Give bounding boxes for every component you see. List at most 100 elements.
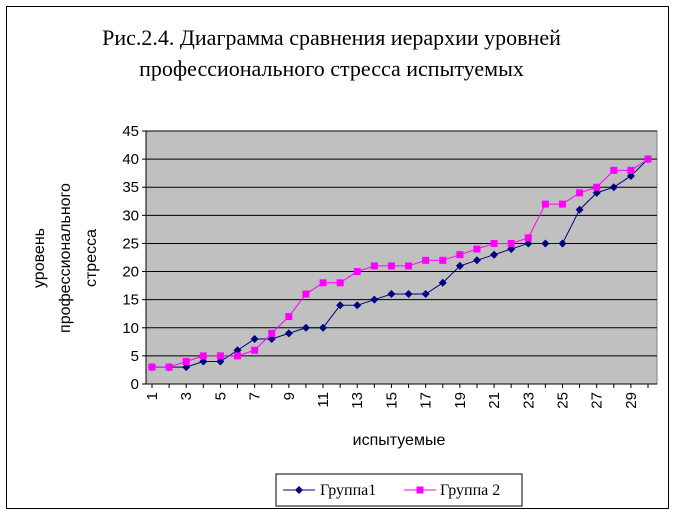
data-point [370, 295, 379, 304]
data-point [182, 358, 190, 366]
data-point [524, 239, 533, 248]
x-tick-label: 3 [178, 392, 195, 400]
data-point [507, 239, 515, 247]
series-layer [148, 155, 652, 372]
data-point [575, 205, 584, 214]
x-tick-label: 29 [623, 392, 640, 409]
data-point [404, 290, 413, 299]
data-point [336, 301, 345, 310]
data-point [473, 245, 481, 253]
chart-title-line-2: профессионального стресса испытуемых [139, 56, 524, 81]
data-point [405, 262, 413, 270]
data-point [490, 250, 499, 259]
x-tick-label: 17 [418, 392, 435, 409]
data-point [216, 352, 224, 360]
data-point [234, 352, 242, 360]
data-point [284, 329, 293, 338]
y-tick-label: 35 [122, 179, 139, 196]
y-tick-label: 25 [122, 235, 139, 252]
legend: Группа1 Группа 2 [275, 473, 523, 507]
data-point [439, 256, 447, 264]
data-point [165, 363, 173, 371]
data-point [233, 346, 242, 355]
x-tick-label: 11 [315, 392, 332, 408]
data-point [558, 239, 567, 248]
data-point [301, 323, 310, 332]
x-tick-label: 21 [486, 392, 503, 409]
data-point [148, 363, 156, 371]
data-point [558, 200, 566, 208]
data-point [319, 323, 328, 332]
data-point [421, 290, 430, 299]
data-point [250, 335, 259, 344]
data-point [610, 166, 618, 174]
legend-label-2: Группа 2 [440, 482, 500, 499]
legend-square-marker [416, 486, 424, 494]
data-point [370, 262, 378, 270]
data-point [541, 239, 550, 248]
y-axis-label-line: профессионального [57, 183, 74, 333]
data-point [285, 313, 293, 321]
y-axis-label-line: уровень [31, 228, 48, 288]
y-tick-label: 0 [131, 376, 139, 393]
y-tick-label: 10 [122, 320, 139, 337]
data-point [541, 200, 549, 208]
x-tick-label: 25 [554, 392, 571, 409]
y-tick-label: 40 [122, 151, 139, 168]
chart-title: Рис.2.4. Диаграмма сравнения иерархии ур… [0, 22, 663, 84]
legend-diamond-marker [295, 486, 303, 494]
y-tick-label: 15 [122, 292, 139, 309]
data-point [592, 188, 601, 197]
data-point [524, 234, 532, 242]
y-axis-ticks: 0 5 10 15 20 25 30 35 40 45 [122, 123, 657, 393]
x-tick-label: 7 [247, 392, 264, 400]
y-tick-label: 30 [122, 207, 139, 224]
y-tick-label: 20 [122, 264, 139, 281]
data-point [576, 189, 584, 197]
data-point [438, 278, 447, 287]
data-point [353, 268, 361, 276]
gridlines [146, 130, 657, 357]
series-line-1 [152, 158, 649, 368]
data-point [507, 245, 516, 254]
x-tick-label: 9 [281, 392, 298, 400]
legend-label-1: Группа1 [320, 482, 376, 499]
legend-box [275, 473, 523, 507]
data-point [302, 290, 310, 298]
data-point [353, 301, 362, 310]
y-axis-label-line: стресса [83, 229, 100, 287]
data-point [472, 256, 481, 265]
x-tick-label: 23 [520, 392, 537, 409]
data-point [251, 346, 259, 354]
x-tick-label: 19 [452, 392, 469, 409]
data-point [455, 261, 464, 270]
data-point [593, 183, 601, 191]
x-tick-label: 1 [144, 392, 161, 400]
data-point [387, 290, 396, 299]
x-axis-label: испытуемые [353, 432, 446, 449]
data-point [199, 357, 208, 366]
data-point [490, 239, 498, 247]
x-tick-label: 15 [383, 392, 400, 409]
x-tick-label: 5 [212, 392, 229, 400]
plot-area [145, 130, 658, 385]
y-tick-label: 5 [131, 348, 139, 365]
x-tick-label: 13 [349, 392, 366, 409]
y-axis-label: уровень профессионального стресса [31, 183, 100, 333]
x-tick-label: 27 [589, 392, 606, 409]
data-point [199, 352, 207, 360]
data-point [387, 262, 395, 270]
x-axis-ticks: 1 3 5 7 9 11 13 15 17 19 21 23 25 27 29 [144, 384, 649, 409]
data-point [319, 279, 327, 287]
y-tick-label: 45 [122, 123, 139, 140]
chart-title-line-1: Рис.2.4. Диаграмма сравнения иерархии ур… [102, 25, 561, 50]
data-point [609, 183, 618, 192]
data-point [216, 357, 225, 366]
data-point [182, 363, 191, 372]
data-point [268, 329, 276, 337]
data-point [267, 335, 276, 344]
data-point [627, 166, 635, 174]
data-point [626, 171, 635, 180]
data-point [422, 256, 430, 264]
